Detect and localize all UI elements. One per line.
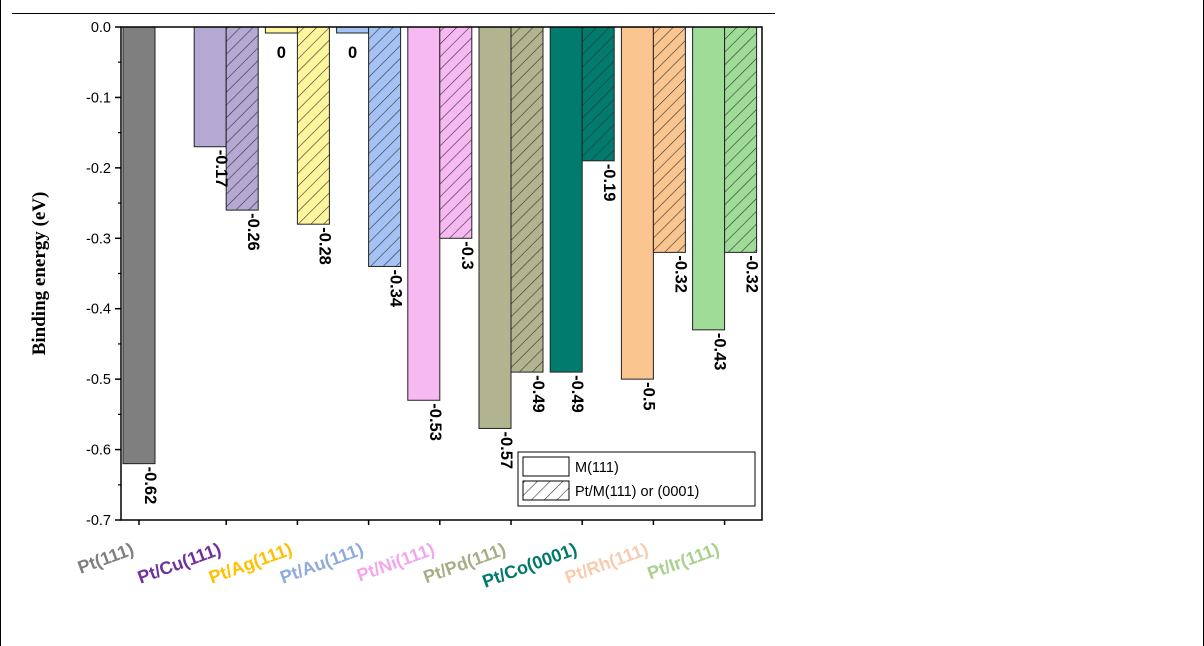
- bars-layer: [122, 26, 758, 465]
- axes-layer: 0.0 -0.1 -0.2 -0.3 -0.4 -0.5 -0.6 -0.7: [86, 20, 763, 529]
- bar-pt-au111-metal: [336, 26, 370, 34]
- category-label-pt-rh111: Pt/Rh(111): [562, 539, 651, 588]
- data-label-pt-cu111-pt-overlayer: -0.26: [244, 213, 262, 251]
- y-tick-label: -0.3: [86, 231, 111, 247]
- y-axis-title: Binding energy (eV): [29, 192, 50, 356]
- data-label-pt-ir111-metal: -0.43: [711, 333, 729, 371]
- y-tick-label: 0.0: [91, 20, 111, 36]
- bar-pt-pd111-pt-overlayer: [510, 26, 544, 373]
- bar-pt-ag111-metal: [264, 26, 298, 34]
- data-label-pt-rh111-pt-overlayer: -0.32: [671, 255, 689, 293]
- top-rule: [12, 13, 775, 14]
- data-label-pt-ni111-metal: -0.53: [426, 403, 444, 441]
- data-label-pt-ni111-pt-overlayer: -0.3: [458, 241, 476, 269]
- bar-pt-au111-pt-overlayer: [368, 26, 402, 267]
- category-labels-layer: Pt(111)Pt/Cu(111)Pt/Ag(111)Pt/Au(111)Pt/…: [75, 539, 722, 592]
- data-label-pt111-metal: -0.62: [141, 467, 159, 505]
- data-label-pt-ag111-pt-overlayer: -0.28: [315, 227, 333, 265]
- data-label-pt-rh111-metal: -0.5: [639, 382, 657, 410]
- legend: M(111) Pt/M(111) or (0001): [517, 451, 756, 507]
- bar-pt-rh111-metal: [620, 26, 654, 380]
- y-tick-label: -0.5: [86, 372, 111, 388]
- legend-swatch-solid: [522, 456, 570, 477]
- bar-pt-ni111-pt-overlayer: [439, 26, 473, 239]
- legend-label: Pt/M(111) or (0001): [575, 484, 699, 500]
- legend-label: M(111): [575, 460, 619, 476]
- y-tick-label: -0.4: [86, 302, 111, 318]
- data-label-pt-ir111-pt-overlayer: -0.32: [743, 255, 761, 293]
- y-tick-label: -0.7: [86, 513, 111, 529]
- bar-pt-pd111-metal: [478, 26, 512, 429]
- bar-pt-cu111-metal: [193, 26, 227, 148]
- category-label-pt-au111: Pt/Au(111): [277, 539, 366, 588]
- bar-pt111-metal: [122, 26, 156, 465]
- category-label-pt111: Pt(111): [75, 539, 136, 578]
- data-label-pt-ag111-metal: 0: [277, 44, 286, 62]
- data-label-pt-co0001-metal: -0.49: [568, 375, 586, 413]
- y-tick-label: -0.6: [86, 443, 111, 459]
- bar-pt-ir111-pt-overlayer: [724, 26, 758, 253]
- legend-swatch-hatched: [522, 480, 570, 501]
- bar-pt-co0001-pt-overlayer: [581, 26, 615, 162]
- bar-pt-rh111-pt-overlayer: [652, 26, 686, 253]
- data-label-pt-au111-metal: 0: [348, 44, 357, 62]
- bar-pt-ir111-metal: [692, 26, 726, 331]
- category-label-pt-ir111: Pt/Ir(111): [645, 539, 722, 583]
- data-label-pt-co0001-pt-overlayer: -0.19: [600, 164, 618, 202]
- y-tick-label: -0.2: [86, 161, 111, 177]
- data-label-pt-pd111-pt-overlayer: -0.49: [529, 375, 547, 413]
- data-label-pt-au111-pt-overlayer: -0.34: [387, 269, 405, 307]
- y-tick-label: -0.1: [86, 90, 111, 106]
- data-label-pt-cu111-metal: -0.17: [212, 150, 230, 188]
- bar-pt-ag111-pt-overlayer: [296, 26, 330, 225]
- data-label-pt-pd111-metal: -0.57: [497, 431, 515, 469]
- bar-pt-cu111-pt-overlayer: [225, 26, 259, 211]
- data-labels-layer: -0.62 -0.17 -0.26 0 -0.28 0 -0.34 -0.53 -0.3 -0.5…: [141, 44, 761, 504]
- bar-pt-co0001-metal: [549, 26, 583, 373]
- bar-pt-ni111-metal: [407, 26, 441, 401]
